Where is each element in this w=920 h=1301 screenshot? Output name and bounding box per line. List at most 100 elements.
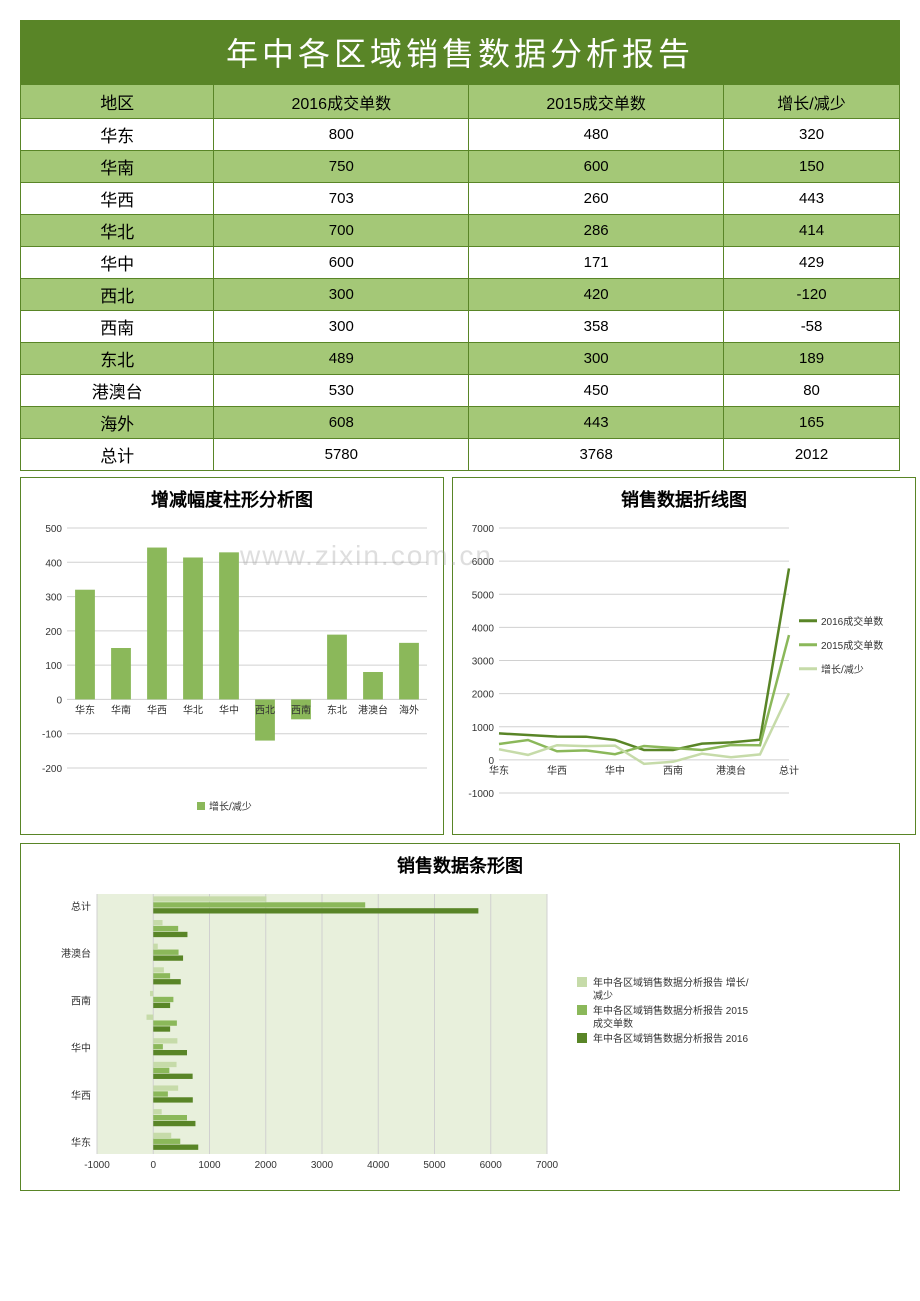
table-cell: 286 (469, 215, 724, 247)
col-header: 增长/减少 (724, 85, 900, 119)
table-cell: 443 (469, 407, 724, 439)
svg-text:华东: 华东 (75, 703, 95, 716)
svg-text:增长/减少: 增长/减少 (209, 800, 252, 813)
bar-chart: -200-1000100200300400500华东华南华西华北华中西北西南东北… (27, 518, 437, 828)
svg-text:200: 200 (45, 627, 62, 638)
table-cell: 西北 (21, 279, 214, 311)
svg-text:华北: 华北 (183, 703, 203, 716)
table-cell: 443 (724, 183, 900, 215)
svg-text:海外: 海外 (399, 703, 419, 716)
svg-text:年中各区域销售数据分析报告 2015: 年中各区域销售数据分析报告 2015 (593, 1004, 748, 1017)
table-cell: 80 (724, 375, 900, 407)
table-cell: 320 (724, 119, 900, 151)
table-row: 西北300420-120 (21, 279, 900, 311)
svg-text:-1000: -1000 (84, 1160, 110, 1171)
svg-text:华西: 华西 (547, 764, 567, 777)
svg-text:5000: 5000 (423, 1160, 446, 1171)
svg-text:西北: 西北 (255, 704, 275, 716)
svg-text:-200: -200 (42, 764, 62, 775)
svg-text:港澳台: 港澳台 (716, 764, 746, 777)
svg-text:6000: 6000 (472, 557, 495, 568)
table-cell: 300 (214, 311, 469, 343)
table-cell: 港澳台 (21, 375, 214, 407)
table-row: 华西703260443 (21, 183, 900, 215)
svg-text:成交单数: 成交单数 (593, 1017, 633, 1030)
table-cell: 600 (214, 247, 469, 279)
svg-text:港澳台: 港澳台 (61, 947, 91, 960)
table-cell: 150 (724, 151, 900, 183)
report-title: 年中各区域销售数据分析报告 (20, 20, 900, 84)
table-row: 海外608443165 (21, 407, 900, 439)
table-cell: 429 (724, 247, 900, 279)
svg-text:2000: 2000 (255, 1160, 278, 1171)
table-cell: 总计 (21, 439, 214, 471)
table-cell: 3768 (469, 439, 724, 471)
table-cell: 东北 (21, 343, 214, 375)
table-cell: 608 (214, 407, 469, 439)
svg-text:3000: 3000 (311, 1160, 334, 1171)
svg-text:华南: 华南 (111, 703, 131, 716)
svg-text:西南: 西南 (291, 703, 311, 716)
line-chart-title: 销售数据折线图 (459, 486, 909, 512)
svg-text:减少: 减少 (593, 990, 613, 1002)
table-cell: 300 (469, 343, 724, 375)
svg-text:华西: 华西 (147, 703, 167, 716)
svg-text:华中: 华中 (71, 1042, 91, 1055)
table-row: 华东800480320 (21, 119, 900, 151)
table-cell: 530 (214, 375, 469, 407)
table-row: 西南300358-58 (21, 311, 900, 343)
table-cell: 华西 (21, 183, 214, 215)
bar-chart-box: 增减幅度柱形分析图 -200 -100 0 100 200 300 400 500 华东 华南 华西… (20, 477, 444, 835)
table-cell: 189 (724, 343, 900, 375)
svg-text:1000: 1000 (198, 1160, 221, 1171)
table-cell: 2012 (724, 439, 900, 471)
table-cell: 358 (469, 311, 724, 343)
table-cell: 700 (214, 215, 469, 247)
table-cell: 600 (469, 151, 724, 183)
svg-text:总计: 总计 (779, 764, 799, 777)
table-row: 港澳台53045080 (21, 375, 900, 407)
hbar-chart-box: 销售数据条形图 -1000010002000300040005000600070… (20, 843, 900, 1191)
table-cell: 260 (469, 183, 724, 215)
svg-text:西南: 西南 (663, 764, 683, 777)
svg-text:2015成交单数: 2015成交单数 (821, 639, 883, 652)
svg-text:7000: 7000 (472, 524, 495, 535)
col-header: 2016成交单数 (214, 85, 469, 119)
svg-text:300: 300 (45, 593, 62, 604)
line-chart-box: 销售数据折线图 -1000010002000300040005000600070… (452, 477, 916, 835)
svg-text:2000: 2000 (472, 690, 495, 701)
svg-text:华东: 华东 (489, 764, 509, 777)
svg-text:-100: -100 (42, 730, 62, 741)
svg-text:港澳台: 港澳台 (358, 703, 388, 716)
data-table: 地区2016成交单数2015成交单数增长/减少 华东800480320华南750… (20, 84, 900, 471)
table-cell: 750 (214, 151, 469, 183)
svg-text:7000: 7000 (536, 1160, 559, 1171)
svg-text:500: 500 (45, 524, 62, 535)
table-row: 东北489300189 (21, 343, 900, 375)
table-row: 总计578037682012 (21, 439, 900, 471)
table-cell: 西南 (21, 311, 214, 343)
table-cell: 420 (469, 279, 724, 311)
svg-text:总计: 总计 (71, 900, 91, 913)
svg-text:-1000: -1000 (468, 789, 494, 800)
table-cell: 海外 (21, 407, 214, 439)
svg-text:年中各区域销售数据分析报告 增长/: 年中各区域销售数据分析报告 增长/ (593, 976, 749, 989)
table-row: 华北700286414 (21, 215, 900, 247)
svg-text:0: 0 (56, 695, 62, 706)
table-cell: -58 (724, 311, 900, 343)
svg-text:400: 400 (45, 558, 62, 569)
svg-text:100: 100 (45, 661, 62, 672)
svg-text:华中: 华中 (605, 764, 625, 777)
table-cell: 171 (469, 247, 724, 279)
svg-text:华西: 华西 (71, 1089, 91, 1102)
hbar-chart-title: 销售数据条形图 (27, 852, 893, 878)
svg-text:4000: 4000 (472, 623, 495, 634)
svg-text:6000: 6000 (480, 1160, 503, 1171)
table-cell: 450 (469, 375, 724, 407)
col-header: 地区 (21, 85, 214, 119)
svg-text:增长/减少: 增长/减少 (821, 663, 864, 676)
table-cell: 华南 (21, 151, 214, 183)
svg-text:5000: 5000 (472, 590, 495, 601)
bar-chart-title: 增减幅度柱形分析图 (27, 486, 437, 512)
table-cell: 华东 (21, 119, 214, 151)
